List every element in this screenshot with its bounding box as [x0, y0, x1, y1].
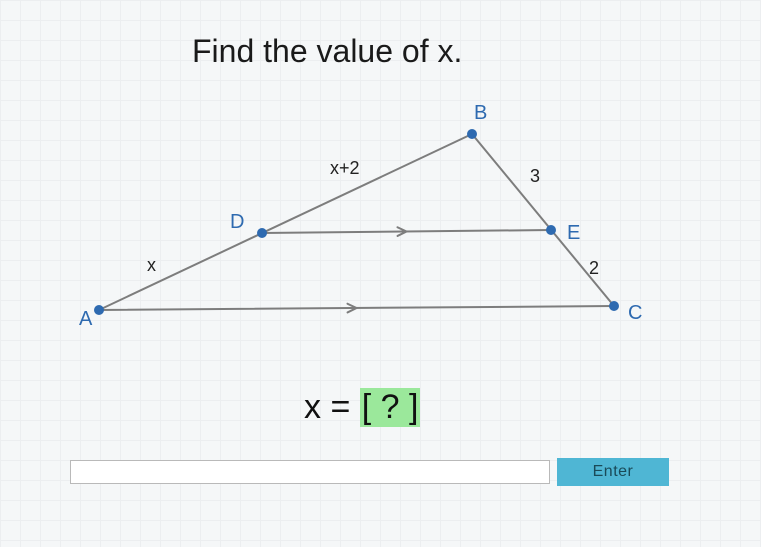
answer-input-row: Enter — [70, 458, 669, 486]
point-label-a: A — [79, 308, 92, 331]
geometry-diagram — [0, 0, 761, 360]
enter-button[interactable]: Enter — [557, 458, 669, 486]
answer-input[interactable] — [70, 460, 550, 484]
point-label-c: C — [628, 302, 642, 325]
answer-prefix: x = — [304, 388, 360, 426]
point-label-b: B — [474, 102, 487, 125]
answer-expression: x = [ ? ] — [304, 388, 420, 427]
edge-label-3: 2 — [589, 258, 599, 279]
point-label-d: D — [230, 211, 244, 234]
answer-placeholder-box: [ ? ] — [360, 388, 421, 427]
edge-label-2: 3 — [530, 166, 540, 187]
edge-label-0: x — [147, 255, 156, 276]
edge-label-1: x+2 — [330, 158, 360, 179]
point-label-e: E — [567, 222, 580, 245]
